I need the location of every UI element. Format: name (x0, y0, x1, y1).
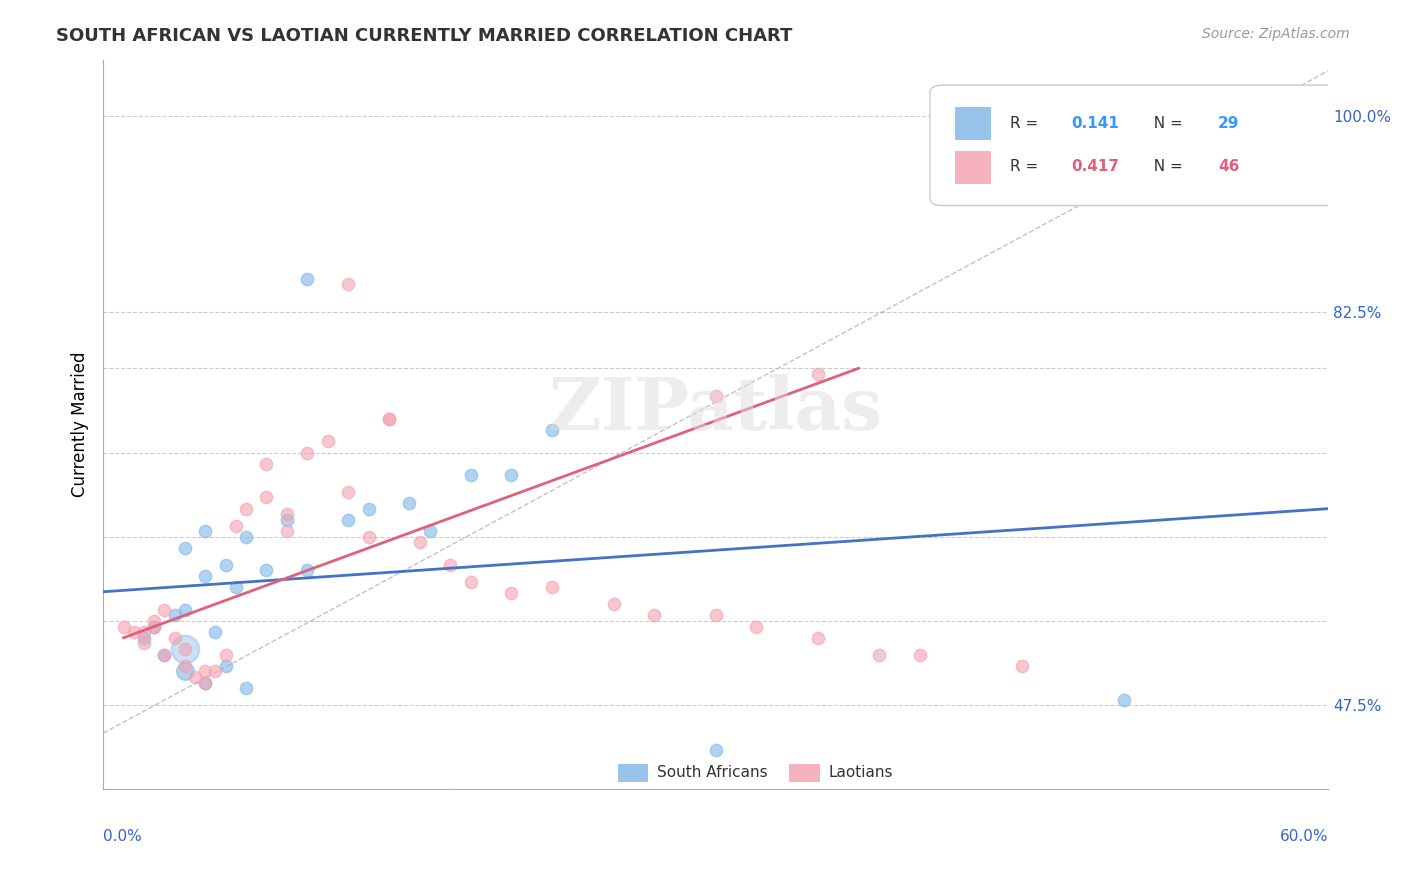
Point (235, 530, 257, 544)
Point (357, 501, 380, 516)
Point (807, 631, 830, 645)
Point (398, 793, 420, 807)
Point (256, 491, 278, 505)
Point (132, 636, 155, 650)
Point (378, 412, 401, 426)
Point (214, 648, 236, 662)
Point (194, 665, 217, 679)
Point (194, 675, 217, 690)
Point (439, 788, 461, 802)
Point (460, 574, 482, 589)
Point (163, 608, 186, 623)
Point (194, 524, 217, 538)
FancyBboxPatch shape (955, 151, 991, 184)
Point (112, 619, 135, 633)
Point (235, 501, 257, 516)
Point (184, 670, 207, 684)
Point (173, 658, 195, 673)
FancyBboxPatch shape (929, 85, 1340, 205)
FancyBboxPatch shape (789, 764, 820, 782)
Point (398, 496, 420, 510)
Point (501, 586, 523, 600)
Y-axis label: Currently Married: Currently Married (72, 351, 89, 497)
Text: Source: ZipAtlas.com: Source: ZipAtlas.com (1202, 27, 1350, 41)
Text: 60.0%: 60.0% (1279, 829, 1329, 844)
Point (807, 367, 830, 381)
Text: N =: N = (1144, 116, 1188, 130)
FancyBboxPatch shape (617, 764, 648, 782)
Point (745, 619, 768, 633)
Text: 46: 46 (1218, 160, 1239, 174)
Point (357, 530, 380, 544)
Point (337, 277, 360, 292)
Point (1112, 692, 1135, 706)
Point (153, 648, 176, 662)
Point (194, 569, 217, 583)
Point (602, 597, 624, 611)
Point (908, 648, 931, 662)
Point (378, 412, 401, 426)
Text: N =: N = (1144, 160, 1188, 174)
Point (419, 524, 441, 538)
Point (235, 681, 257, 696)
Point (868, 648, 890, 662)
Text: 29: 29 (1218, 116, 1239, 130)
Point (297, 271, 319, 285)
Point (225, 580, 247, 594)
Point (337, 513, 360, 527)
Point (122, 625, 145, 640)
Point (704, 608, 727, 623)
Point (173, 541, 195, 555)
Point (143, 619, 166, 633)
Text: Laotians: Laotians (828, 765, 893, 780)
Text: South Africans: South Africans (657, 765, 768, 780)
Point (297, 563, 319, 577)
Point (225, 518, 247, 533)
Point (173, 603, 195, 617)
Point (643, 608, 665, 623)
Point (256, 457, 278, 471)
Point (256, 563, 278, 577)
Point (204, 665, 226, 679)
Text: R =: R = (1010, 160, 1043, 174)
Point (408, 535, 430, 549)
Point (214, 658, 236, 673)
Point (143, 619, 166, 633)
Point (501, 467, 523, 482)
Point (173, 642, 195, 657)
Point (153, 648, 176, 662)
FancyBboxPatch shape (955, 107, 991, 140)
Point (276, 513, 298, 527)
Point (704, 389, 727, 403)
Point (297, 445, 319, 459)
Point (132, 631, 155, 645)
Point (214, 558, 236, 572)
Point (173, 665, 195, 679)
Text: 0.0%: 0.0% (103, 829, 142, 844)
Point (460, 467, 482, 482)
Text: ZIPatlas: ZIPatlas (548, 375, 883, 445)
Text: R =: R = (1010, 116, 1043, 130)
Point (276, 524, 298, 538)
Point (704, 743, 727, 757)
Point (204, 625, 226, 640)
Point (163, 631, 186, 645)
Point (541, 580, 564, 594)
Point (316, 434, 339, 449)
Point (276, 508, 298, 522)
Point (153, 603, 176, 617)
Point (194, 675, 217, 690)
Point (541, 423, 564, 437)
Point (143, 614, 166, 628)
Text: 0.417: 0.417 (1071, 160, 1119, 174)
Point (337, 484, 360, 499)
Text: SOUTH AFRICAN VS LAOTIAN CURRENTLY MARRIED CORRELATION CHART: SOUTH AFRICAN VS LAOTIAN CURRENTLY MARRI… (56, 27, 793, 45)
Text: 0.141: 0.141 (1071, 116, 1119, 130)
Point (132, 625, 155, 640)
Point (439, 558, 461, 572)
Point (173, 642, 195, 657)
Point (1011, 658, 1033, 673)
